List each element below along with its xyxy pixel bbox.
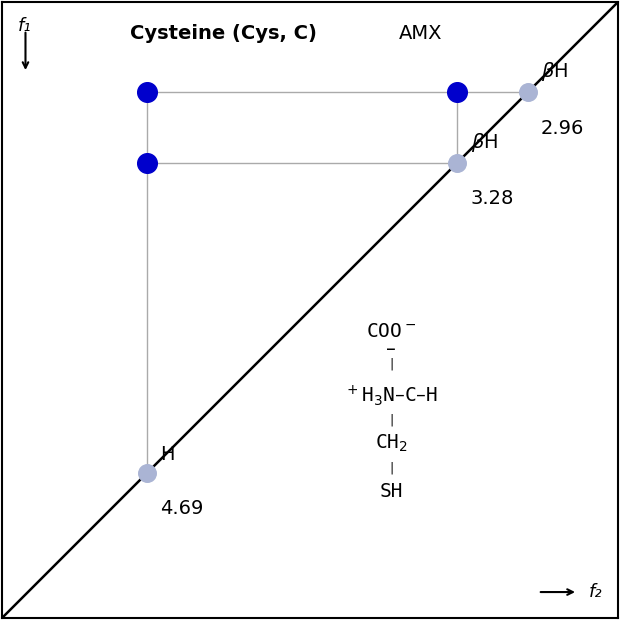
Text: |: | [389,357,394,370]
Text: Cysteine (Cys, C): Cysteine (Cys, C) [130,24,317,43]
Point [453,87,463,97]
Text: SH: SH [379,482,403,501]
Text: 3.28: 3.28 [471,189,514,208]
Text: –: – [386,340,396,359]
Text: H: H [161,445,175,464]
Text: 4.69: 4.69 [161,499,204,518]
Point [142,157,152,167]
Point [453,157,463,167]
Text: $\beta$H: $\beta$H [541,61,568,84]
Text: CH$_2$: CH$_2$ [375,433,408,454]
Text: $\beta$H: $\beta$H [471,131,498,154]
Point [142,468,152,478]
Text: f₁: f₁ [17,17,31,35]
Text: AMX: AMX [399,24,443,43]
Text: f₂: f₂ [589,583,603,601]
Text: $^+$H$_3$N–C–H: $^+$H$_3$N–C–H [344,384,438,408]
Point [523,87,533,97]
Text: 2.96: 2.96 [541,118,584,138]
Point [142,87,152,97]
Text: |: | [389,413,394,426]
Text: COO$^-$: COO$^-$ [366,322,417,342]
Text: |: | [389,461,394,474]
